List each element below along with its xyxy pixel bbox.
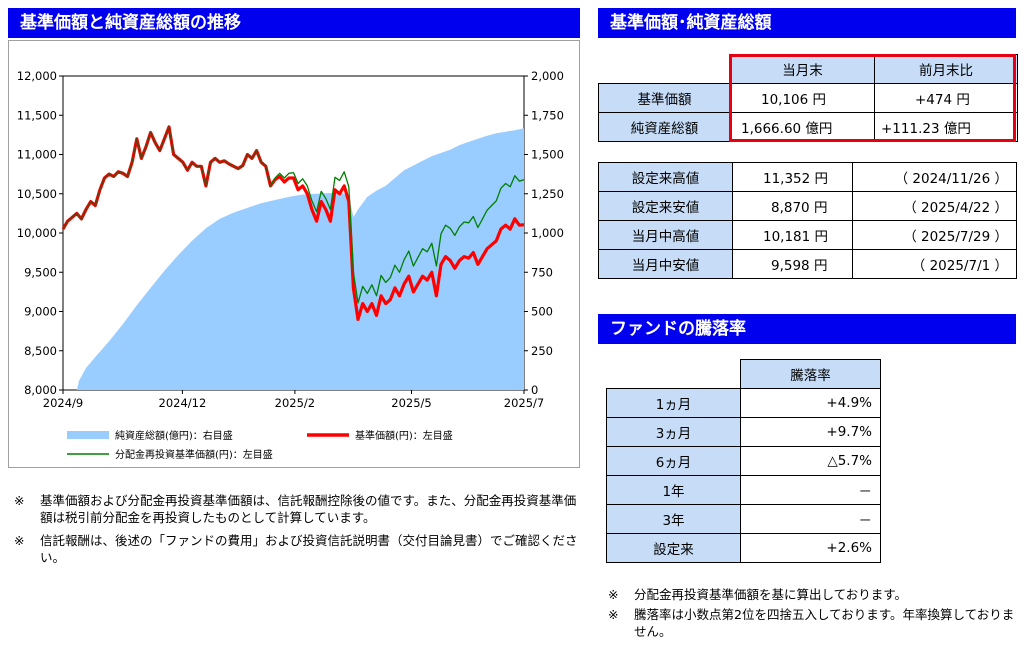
nav-row-change: +111.23 億円 bbox=[874, 112, 1018, 142]
high-low-value: 11,352 円 bbox=[732, 162, 853, 192]
x-tick-label: 2024/9 bbox=[43, 396, 83, 410]
nav-row-label: 純資産総額 bbox=[598, 112, 731, 142]
nav-row: 純資産総額 1,666.60 億円 +111.23 億円 bbox=[598, 112, 1018, 142]
perf-row: 1ヵ月 +4.9% bbox=[606, 388, 881, 418]
note-mark: ※ bbox=[14, 493, 25, 508]
nav-row-change: +474 円 bbox=[874, 83, 1018, 113]
high-low-row: 当月中高値 10,181 円 （ 2025/7/29 ） bbox=[598, 220, 1017, 250]
perf-row-value: +4.9% bbox=[740, 388, 881, 418]
y-right-tick-label: 500 bbox=[531, 305, 553, 319]
high-low-date: （ 2025/7/29 ） bbox=[852, 220, 1017, 250]
note-text: 騰落率は小数点第2位を四捨五入しております。年率換算しておりません。 bbox=[634, 607, 1015, 639]
legend-reinvest-label: 分配金再投資基準価額(円)：左目盛 bbox=[115, 448, 273, 461]
legend-nav-label: 基準価額(円)：左目盛 bbox=[355, 429, 453, 442]
high-low-label: 設定来高値 bbox=[598, 162, 733, 192]
high-low-row: 当月中安値 9,598 円 （ 2025/7/1 ） bbox=[598, 249, 1017, 279]
note-text: 基準価額および分配金再投資基準価額は、信託報酬控除後の値です。また、分配金再投資… bbox=[40, 493, 577, 525]
perf-row: 6ヵ月 △5.7% bbox=[606, 446, 881, 476]
footnote: ※ 分配金再投資基準価額を基に算出しております。 bbox=[608, 586, 1018, 603]
note-text: 分配金再投資基準価額を基に算出しております。 bbox=[634, 587, 908, 602]
high-low-label: 当月中高値 bbox=[598, 220, 733, 250]
perf-row-label: 設定来 bbox=[606, 533, 741, 563]
high-low-value: 10,181 円 bbox=[732, 220, 853, 250]
legend-area-label: 純資産総額(億円)：右目盛 bbox=[115, 429, 233, 442]
high-low-date: （ 2025/4/22 ） bbox=[852, 191, 1017, 221]
footnote: ※ 基準価額および分配金再投資基準価額は、信託報酬控除後の値です。また、分配金再… bbox=[14, 492, 584, 526]
note-mark: ※ bbox=[14, 533, 25, 548]
high-low-row: 設定来安値 8,870 円 （ 2025/4/22 ） bbox=[598, 191, 1017, 221]
high-low-row: 設定来高値 11,352 円 （ 2024/11/26 ） bbox=[598, 162, 1017, 192]
high-low-value: 8,870 円 bbox=[732, 191, 853, 221]
note-mark: ※ bbox=[608, 587, 619, 602]
nav-table-corner bbox=[599, 55, 731, 84]
y-left-tick-label: 12,000 bbox=[17, 69, 57, 83]
performance-table: 騰落率 1ヵ月 +4.9% 3ヵ月 +9.7% 6ヵ月 △5.7% 1年 － 3… bbox=[606, 359, 881, 563]
high-low-table: 設定来高値 11,352 円 （ 2024/11/26 ） 設定来安値 8,87… bbox=[598, 162, 1017, 279]
y-left-tick-label: 8,000 bbox=[24, 383, 57, 397]
y-right-tick-label: 1,250 bbox=[531, 187, 564, 201]
perf-row-value: － bbox=[740, 504, 881, 534]
y-right-tick-label: 250 bbox=[531, 344, 553, 358]
perf-row-value: +2.6% bbox=[740, 533, 881, 563]
nav-overlap-line bbox=[62, 126, 272, 230]
y-right-tick-label: 1,000 bbox=[531, 226, 564, 240]
nav-col-change: 前月末比 bbox=[874, 54, 1018, 84]
note-text: 信託報酬は、後述の「ファンドの費用」および投資信託説明書（交付目論見書）でご確認… bbox=[40, 533, 578, 565]
y-right-tick-label: 2,000 bbox=[531, 69, 564, 83]
perf-row: 3ヵ月 +9.7% bbox=[606, 417, 881, 447]
perf-col-header: 騰落率 bbox=[740, 359, 881, 389]
footnote: ※ 騰落率は小数点第2位を四捨五入しております。年率換算しておりません。 bbox=[608, 606, 1018, 640]
y-right-tick-label: 750 bbox=[531, 265, 553, 279]
perf-row: 1年 － bbox=[606, 475, 881, 505]
high-low-label: 設定来安値 bbox=[598, 191, 733, 221]
y-left-tick-label: 11,500 bbox=[17, 108, 57, 122]
nav-col-current: 当月末 bbox=[730, 54, 875, 84]
high-low-label: 当月中安値 bbox=[598, 249, 733, 279]
high-low-date: （ 2024/11/26 ） bbox=[852, 162, 1017, 192]
note-mark: ※ bbox=[608, 607, 619, 622]
perf-table-corner bbox=[607, 360, 741, 389]
x-tick-label: 2025/5 bbox=[391, 396, 431, 410]
perf-row-value: － bbox=[740, 475, 881, 505]
high-low-value: 9,598 円 bbox=[732, 249, 853, 279]
perf-row-label: 3年 bbox=[606, 504, 741, 534]
y-right-tick-label: 0 bbox=[531, 383, 538, 397]
nav-table: 当月末 前月末比 基準価額 10,106 円 +474 円 純資産総額 1,66… bbox=[598, 54, 1018, 142]
y-right-tick-label: 1,750 bbox=[531, 108, 564, 122]
price-chart-canvas: 12,000 11,500 11,000 10,500 10,000 9,500 9,000… bbox=[17, 69, 564, 461]
x-tick-label: 2025/7 bbox=[504, 396, 544, 410]
y-left-tick-label: 10,000 bbox=[17, 226, 57, 240]
y-left-tick-label: 8,500 bbox=[24, 344, 57, 358]
x-tick-label: 2024/12 bbox=[159, 396, 207, 410]
legend-area-swatch bbox=[67, 431, 109, 439]
net-assets-area bbox=[63, 128, 524, 391]
nav-row-value: 10,106 円 bbox=[730, 83, 875, 113]
y-left-tick-label: 10,500 bbox=[17, 187, 57, 201]
y-left-tick-label: 9,000 bbox=[24, 305, 57, 319]
performance-section-title: ファンドの騰落率 bbox=[598, 314, 1016, 344]
y-left-tick-label: 11,000 bbox=[17, 148, 57, 162]
nav-section-title: 基準価額･純資産総額 bbox=[598, 8, 1016, 38]
x-tick-label: 2025/2 bbox=[275, 396, 315, 410]
y-left-tick-label: 9,500 bbox=[24, 265, 57, 279]
footnote: ※ 信託報酬は、後述の「ファンドの費用」および投資信託説明書（交付目論見書）でご… bbox=[14, 532, 584, 566]
perf-row-value: △5.7% bbox=[740, 446, 881, 476]
price-chart: 12,000 11,500 11,000 10,500 10,000 9,500 9,000… bbox=[8, 40, 580, 468]
perf-row-label: 1ヵ月 bbox=[606, 388, 741, 418]
y-right-tick-label: 1,500 bbox=[531, 148, 564, 162]
perf-row-label: 6ヵ月 bbox=[606, 446, 741, 476]
nav-row-value: 1,666.60 億円 bbox=[730, 112, 875, 142]
perf-row: 設定来 +2.6% bbox=[606, 533, 881, 563]
perf-row-value: +9.7% bbox=[740, 417, 881, 447]
chart-section-title: 基準価額と純資産総額の推移 bbox=[8, 8, 580, 38]
nav-row: 基準価額 10,106 円 +474 円 bbox=[598, 83, 1018, 113]
high-low-date: （ 2025/7/1 ） bbox=[852, 249, 1017, 279]
nav-row-label: 基準価額 bbox=[598, 83, 731, 113]
perf-row-label: 3ヵ月 bbox=[606, 417, 741, 447]
perf-row-label: 1年 bbox=[606, 475, 741, 505]
perf-row: 3年 － bbox=[606, 504, 881, 534]
